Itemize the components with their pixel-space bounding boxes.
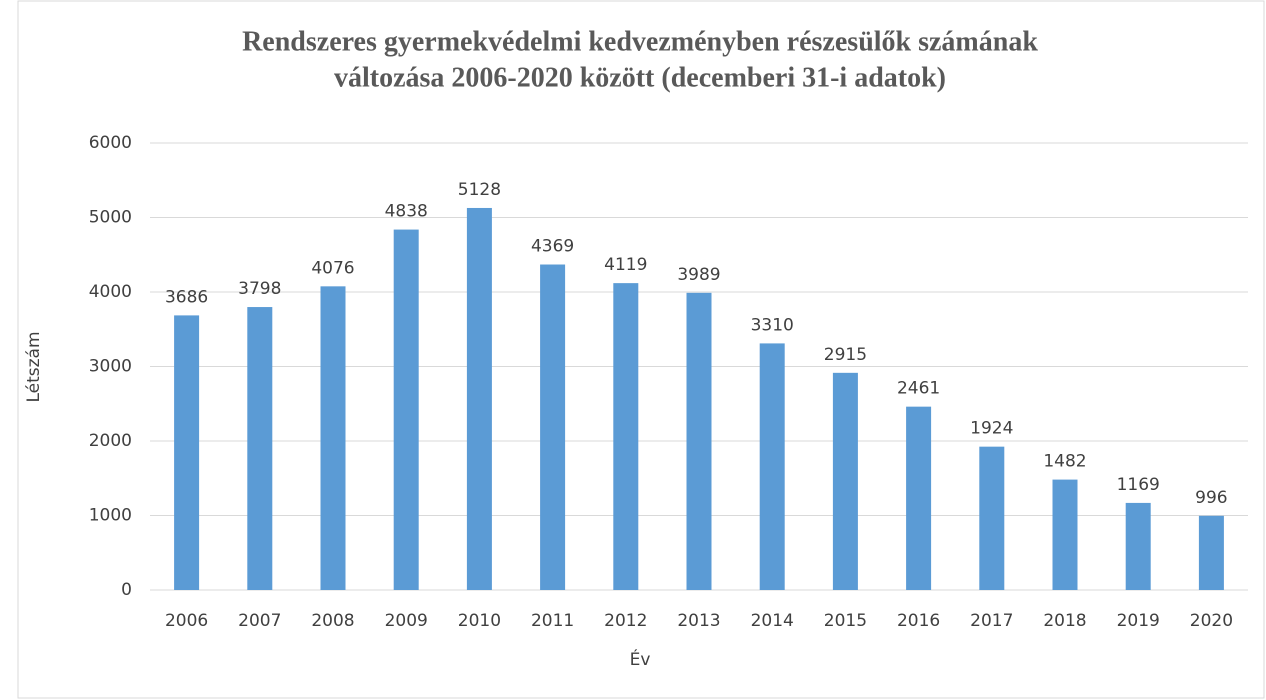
data-label: 1482: [1043, 452, 1086, 472]
x-tick-label: 2011: [531, 611, 574, 631]
x-tick-label: 2014: [751, 611, 794, 631]
data-label: 996: [1195, 488, 1227, 508]
bar: [247, 307, 273, 590]
x-axis-label: Év: [630, 648, 651, 670]
data-label: 5128: [458, 180, 501, 200]
bar: [613, 283, 639, 590]
y-tick-label: 5000: [89, 208, 132, 228]
data-label: 3686: [165, 287, 208, 307]
data-label: 3798: [238, 279, 281, 299]
chart-title: Rendszeres gyermekvédelmi kedvezményben …: [242, 26, 1038, 57]
bar: [1198, 515, 1224, 590]
bar: [906, 406, 932, 590]
bar: [979, 446, 1005, 590]
bar: [759, 343, 785, 590]
data-label: 1924: [970, 419, 1013, 439]
x-tick-label: 2018: [1043, 611, 1086, 631]
y-tick-label: 2000: [89, 431, 132, 451]
data-label: 4119: [604, 255, 647, 275]
x-tick-label: 2006: [165, 611, 208, 631]
x-tick-label: 2012: [604, 611, 647, 631]
bar: [466, 207, 492, 591]
y-tick-label: 1000: [89, 506, 132, 526]
x-tick-label: 2013: [677, 611, 720, 631]
data-label: 4369: [531, 237, 574, 257]
x-tick-label: 2007: [238, 611, 281, 631]
bar: [686, 292, 712, 590]
bar: [1125, 502, 1151, 590]
bar: [1052, 479, 1078, 590]
data-label: 4076: [311, 258, 354, 278]
data-label: 1169: [1117, 475, 1160, 495]
y-tick-label: 4000: [89, 282, 132, 302]
bar: [832, 372, 858, 590]
bar: [540, 264, 566, 590]
data-label: 4838: [385, 202, 428, 222]
x-tick-label: 2020: [1190, 611, 1233, 631]
y-tick-label: 6000: [89, 133, 132, 153]
bar: [320, 286, 346, 590]
chart-frame: [17, 0, 1265, 699]
x-tick-label: 2019: [1117, 611, 1160, 631]
y-tick-label: 0: [121, 580, 132, 600]
data-label: 3989: [677, 265, 720, 285]
x-tick-label: 2016: [897, 611, 940, 631]
chart-title: változása 2006-2020 között (decemberi 31…: [334, 62, 946, 93]
x-tick-label: 2017: [970, 611, 1013, 631]
y-axis-label: Létszám: [24, 331, 44, 402]
x-tick-label: 2008: [311, 611, 354, 631]
bar: [174, 315, 200, 590]
x-tick-label: 2015: [824, 611, 867, 631]
x-tick-label: 2010: [458, 611, 501, 631]
bar: [393, 229, 419, 590]
data-label: 2461: [897, 379, 940, 399]
x-tick-label: 2009: [385, 611, 428, 631]
data-label: 2915: [824, 345, 867, 365]
y-tick-label: 3000: [89, 357, 132, 377]
data-label: 3310: [751, 315, 794, 335]
